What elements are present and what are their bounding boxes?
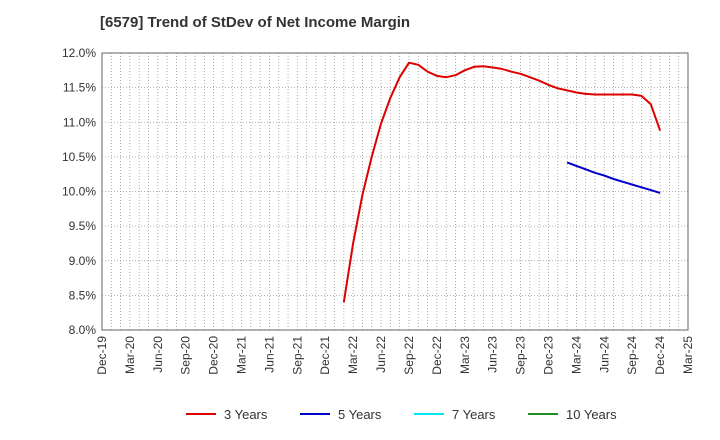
x-tick-label: Jun-21: [262, 336, 276, 373]
y-tick-label: 11.5%: [63, 81, 96, 95]
x-tick-label: Sep-23: [514, 336, 528, 375]
x-tick-label: Dec-22: [430, 336, 444, 375]
plot-border: [101, 52, 689, 331]
legend-label: 3 Years: [224, 407, 268, 422]
x-tick-label: Mar-24: [569, 336, 583, 374]
x-tick-label: Mar-25: [681, 336, 695, 374]
x-tick-label: Mar-22: [346, 336, 360, 374]
x-tick-label: Mar-21: [235, 336, 249, 374]
x-tick-label: Dec-20: [207, 336, 221, 375]
y-tick-label: 12.0%: [62, 46, 96, 60]
x-tick-label: Sep-22: [402, 336, 416, 375]
x-tick-label: Dec-24: [653, 336, 667, 375]
y-tick-label: 8.0%: [69, 323, 97, 337]
x-tick-label: Dec-21: [318, 336, 332, 375]
x-tick-label: Dec-19: [95, 336, 109, 375]
y-tick-label: 10.0%: [62, 185, 96, 199]
y-tick-label: 9.5%: [69, 219, 97, 233]
chart-title: [6579] Trend of StDev of Net Income Marg…: [100, 14, 411, 31]
x-tick-label: Sep-20: [179, 336, 193, 375]
plot-area: [102, 53, 688, 330]
x-tick-label: Jun-20: [151, 336, 165, 373]
series-line-1: [342, 61, 662, 303]
legend-label: 5 Years: [338, 407, 382, 422]
y-tick-label: 8.5%: [69, 288, 97, 302]
y-tick-label: 9.0%: [69, 254, 97, 268]
x-tick-label: Sep-21: [290, 336, 304, 375]
x-tick-label: Mar-20: [123, 336, 137, 374]
y-tick-label: 10.5%: [62, 150, 96, 164]
x-tick-label: Jun-23: [486, 336, 500, 373]
legend-label: 7 Years: [452, 407, 496, 422]
series-line-2: [566, 161, 661, 194]
x-tick-label: Dec-23: [541, 336, 555, 375]
x-tick-label: Jun-22: [374, 336, 388, 373]
y-tick-label: 11.0%: [63, 115, 96, 129]
x-tick-label: Jun-24: [597, 336, 611, 373]
legend-label: 10 Years: [566, 407, 617, 422]
x-tick-label: Mar-23: [458, 336, 472, 374]
x-tick-label: Sep-24: [625, 336, 639, 375]
